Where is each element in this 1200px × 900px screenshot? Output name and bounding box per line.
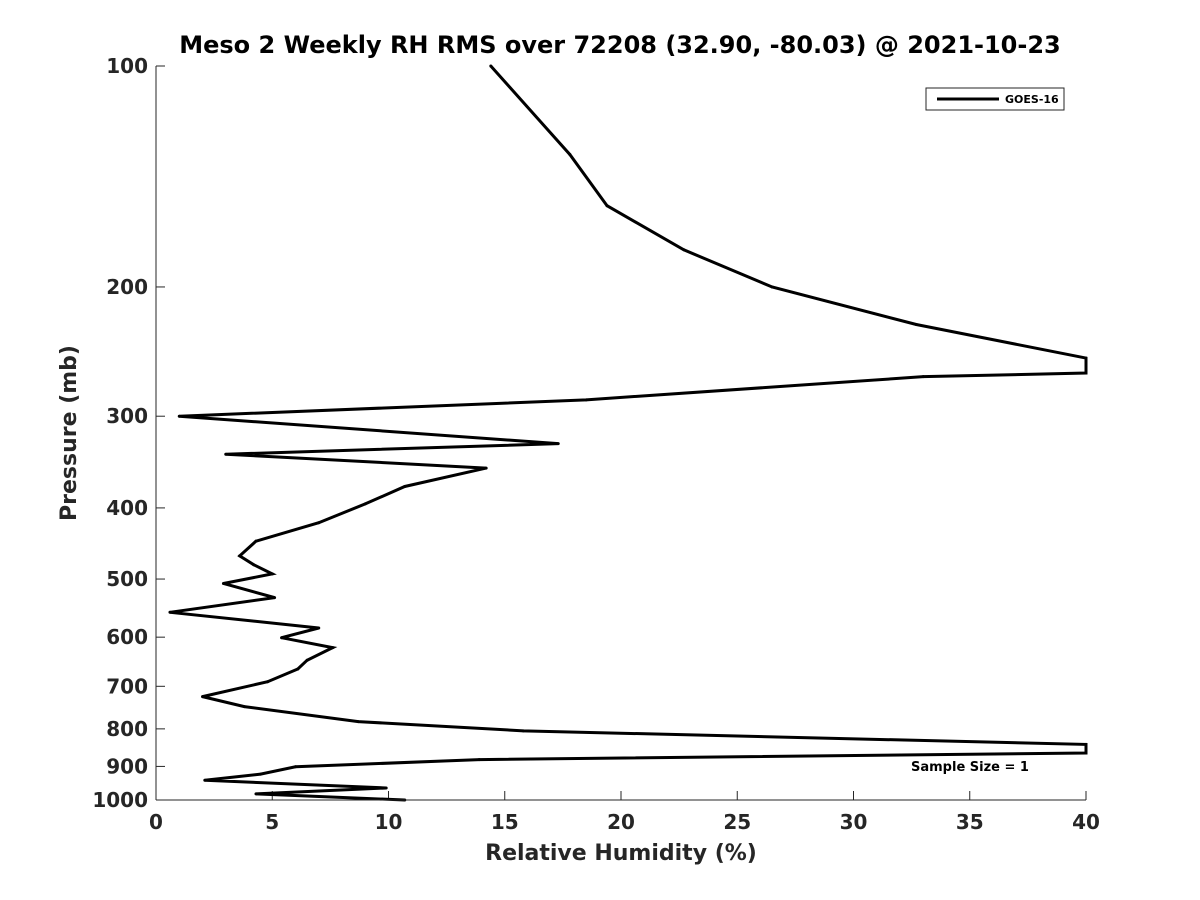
y-tick-label: 1000 <box>92 788 148 812</box>
data-point <box>356 720 360 724</box>
data-point <box>568 153 572 156</box>
x-tick-label: 10 <box>375 810 403 834</box>
data-point <box>254 792 258 796</box>
data-point <box>177 414 181 418</box>
x-tick-label: 25 <box>723 810 751 834</box>
x-tick-label: 0 <box>149 810 163 834</box>
data-point <box>224 452 228 456</box>
data-point <box>477 758 481 762</box>
data-point <box>1084 751 1088 755</box>
data-point <box>221 581 225 585</box>
y-tick-label: 800 <box>106 717 148 741</box>
data-point <box>317 521 321 525</box>
sample-size-annotation: Sample Size = 1 <box>911 760 1029 775</box>
data-point <box>305 658 309 662</box>
y-tick-label: 400 <box>106 496 148 520</box>
data-point <box>294 765 297 769</box>
data-point <box>203 778 207 782</box>
x-axis-label: Relative Humidity (%) <box>485 841 757 866</box>
y-tick-label: 700 <box>106 674 148 698</box>
data-point <box>1084 371 1088 375</box>
y-axis-label: Pressure (mb) <box>57 345 82 521</box>
data-point <box>584 398 588 402</box>
data-point <box>254 539 258 543</box>
x-tick-label: 15 <box>491 810 519 834</box>
data-point <box>403 484 407 488</box>
data-point <box>1084 742 1088 746</box>
data-point <box>682 248 686 252</box>
y-tick-label: 200 <box>106 275 148 299</box>
series-layer <box>168 64 1088 802</box>
data-point <box>605 204 609 208</box>
data-point <box>489 64 493 68</box>
data-point <box>331 646 335 650</box>
data-point <box>296 667 300 671</box>
data-point <box>484 466 488 470</box>
data-point <box>1084 356 1088 360</box>
data-point <box>266 680 270 684</box>
data-point <box>521 729 525 733</box>
legend-label-goes-16: GOES-16 <box>1005 93 1059 106</box>
data-point <box>201 695 204 699</box>
data-point <box>252 563 256 567</box>
data-point <box>273 596 277 600</box>
data-point <box>317 626 321 630</box>
data-point <box>921 375 925 379</box>
data-point <box>259 772 263 776</box>
chart-title: Meso 2 Weekly RH RMS over 72208 (32.90, … <box>179 31 1061 59</box>
data-point <box>384 786 388 790</box>
y-tick-label: 500 <box>106 567 148 591</box>
y-tick-label: 900 <box>106 754 148 778</box>
data-point <box>270 572 274 576</box>
data-point <box>363 502 367 506</box>
data-point <box>280 636 284 640</box>
y-tick-label: 300 <box>106 404 148 428</box>
x-tick-label: 20 <box>607 810 635 834</box>
x-tick-label: 40 <box>1072 810 1100 834</box>
y-tick-label: 100 <box>106 54 148 78</box>
legend: GOES-16 <box>925 87 1065 111</box>
x-tick-label: 5 <box>265 810 279 834</box>
y-tick-label: 600 <box>106 625 148 649</box>
data-point <box>914 323 918 326</box>
data-point <box>168 610 172 614</box>
axis-tick-labels: 0 5 10 15 20 25 30 35 40 100 200 300 400 500 600 700 800… <box>92 54 1100 834</box>
data-point <box>556 442 560 446</box>
x-tick-label: 30 <box>840 810 868 834</box>
data-point <box>242 705 246 709</box>
x-tick-label: 35 <box>956 810 984 834</box>
data-point <box>770 285 774 289</box>
plot-area <box>156 66 1086 800</box>
data-point <box>238 554 242 558</box>
